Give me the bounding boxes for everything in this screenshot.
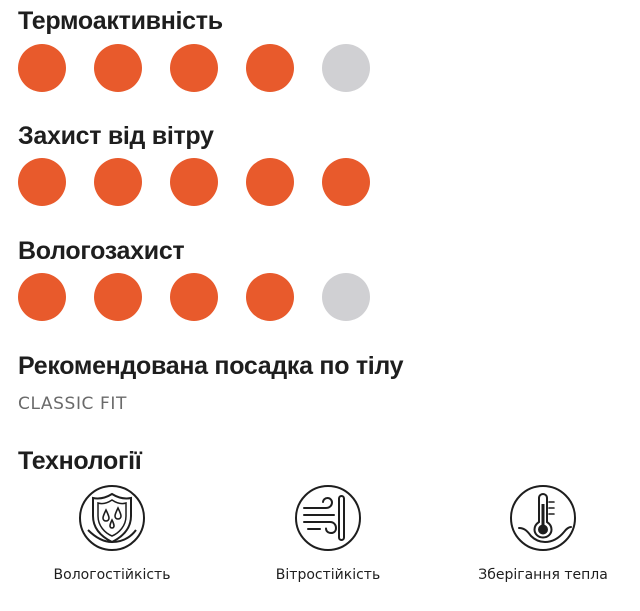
rating-title-thermoactivity: Термоактивність xyxy=(18,7,223,35)
water-repellent-shield-icon xyxy=(79,485,145,551)
rating-dot-filled xyxy=(94,273,142,321)
rating-dot-filled xyxy=(246,44,294,92)
technology-label: Зберігання тепла xyxy=(478,567,608,583)
fit-heading: Рекомендована посадка по тілу xyxy=(18,352,404,380)
rating-dots-wind-protection xyxy=(18,158,398,206)
rating-dot-filled xyxy=(94,158,142,206)
rating-dot-filled xyxy=(18,158,66,206)
rating-dot-empty xyxy=(322,44,370,92)
rating-dot-filled xyxy=(322,158,370,206)
technology-water-repellent: Вологостійкість xyxy=(22,484,202,584)
technology-label: Вітростійкість xyxy=(275,567,381,583)
rating-dots-thermoactivity xyxy=(18,44,398,92)
fit-value: CLASSIC FIT xyxy=(18,394,128,414)
technology-heat-retention: Зберігання тепла xyxy=(453,484,633,584)
rating-dot-filled xyxy=(246,158,294,206)
technology-label: Вологостійкість xyxy=(53,567,171,583)
technologies-heading: Технології xyxy=(18,447,142,475)
rating-dot-filled xyxy=(18,273,66,321)
rating-dots-moisture-protection xyxy=(18,273,398,321)
rating-dot-filled xyxy=(170,273,218,321)
rating-dot-filled xyxy=(170,44,218,92)
rating-dot-filled xyxy=(170,158,218,206)
wind-resistance-icon xyxy=(295,485,361,551)
rating-dot-filled xyxy=(246,273,294,321)
rating-dot-empty xyxy=(322,273,370,321)
rating-dot-filled xyxy=(18,44,66,92)
technology-wind-resistance: Вітростійкість xyxy=(238,484,418,584)
rating-title-wind-protection: Захист від вітру xyxy=(18,122,214,150)
heat-retention-thermometer-icon xyxy=(510,485,576,551)
rating-title-moisture-protection: Вологозахист xyxy=(18,237,185,265)
rating-dot-filled xyxy=(94,44,142,92)
